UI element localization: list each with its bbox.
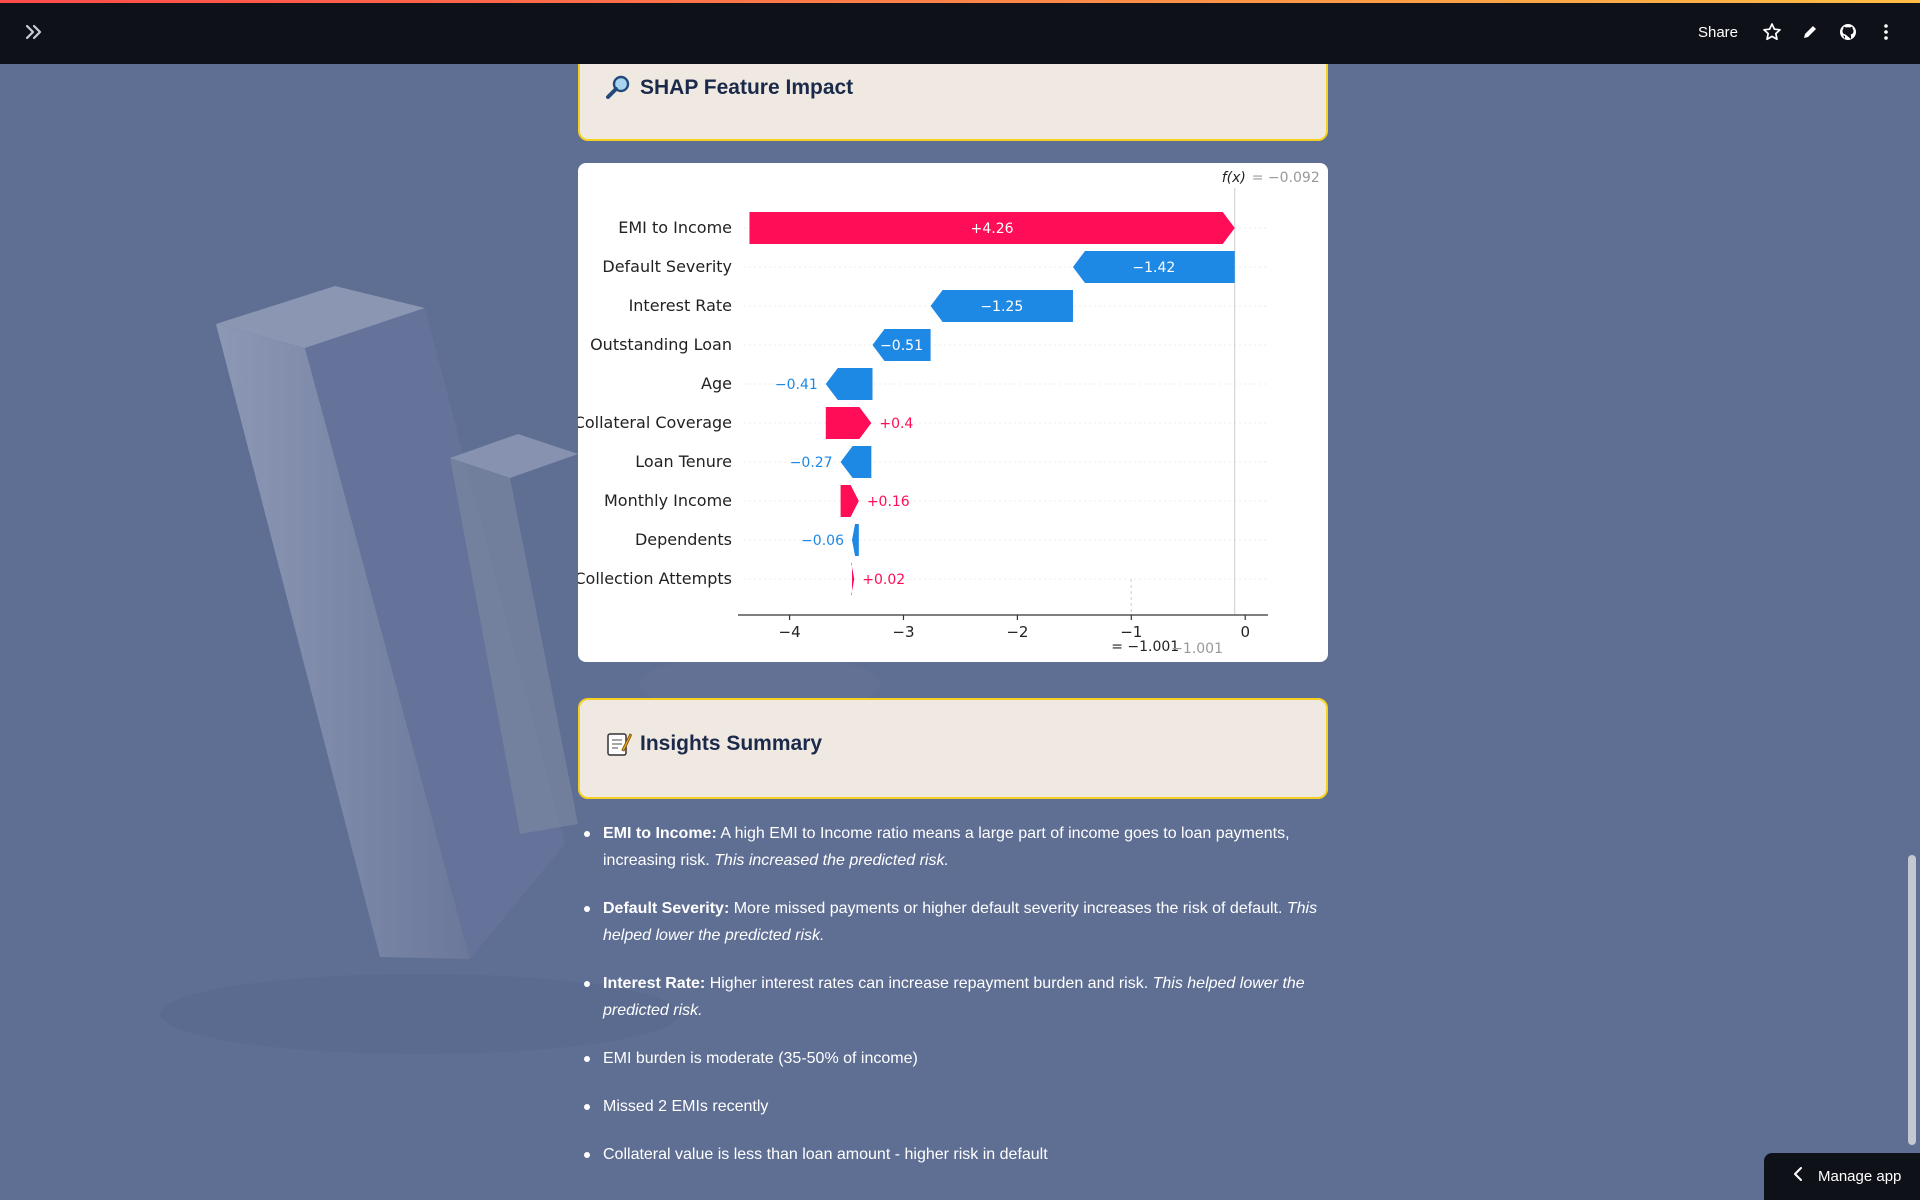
category-label: Loan Tenure <box>635 452 732 471</box>
insight-text: Higher interest rates can increase repay… <box>705 975 1153 992</box>
star-icon[interactable] <box>1762 22 1782 42</box>
category-label: Outstanding Loan <box>590 335 732 354</box>
insights-list: EMI to Income: A high EMI to Income rati… <box>578 820 1328 1189</box>
value-label: +0.4 <box>879 416 913 432</box>
category-label: Collection Attempts <box>578 569 732 588</box>
x-tick-label: −1 <box>1120 623 1142 641</box>
shap-waterfall-chart: EMI to Income +4.26 Default Severity −1.42 I… <box>578 163 1328 662</box>
value-label: −0.41 <box>775 377 818 393</box>
category-label: Dependents <box>635 530 732 549</box>
insight-title: EMI to Income: <box>603 825 717 842</box>
value-label: +0.02 <box>862 572 905 588</box>
top-accent-line <box>0 0 1920 3</box>
insight-effect: This helped lower the predicted risk. <box>603 900 1318 944</box>
insight-item: Collateral value is less than loan amoun… <box>578 1141 1328 1168</box>
manage-app-label: Manage app <box>1818 1168 1902 1185</box>
top-bar: Share <box>0 0 1920 64</box>
card-title: Insights Summary <box>640 732 823 755</box>
category-label: Age <box>701 374 732 393</box>
x-tick-label: −3 <box>892 623 914 641</box>
chart-svg: EMI to Income +4.26 Default Severity −1.42 I… <box>578 170 1320 657</box>
waterfall-bar <box>825 368 873 400</box>
waterfall-bar <box>851 524 859 556</box>
insight-item: EMI burden is moderate (35-50% of income… <box>578 1045 1328 1072</box>
magnifier-icon <box>604 74 632 102</box>
value-label: −0.51 <box>880 338 923 354</box>
waterfall-bar <box>851 563 855 595</box>
share-button[interactable]: Share <box>1697 23 1738 41</box>
insight-text: EMI burden is moderate (35-50% of income… <box>603 1050 918 1067</box>
insight-item: Missed 2 EMIs recently <box>578 1093 1328 1120</box>
insight-text: More missed payments or higher default s… <box>729 900 1287 917</box>
chevron-left-icon <box>1792 1167 1804 1186</box>
card-title: SHAP Feature Impact <box>640 76 854 99</box>
category-label: Collateral Coverage <box>578 413 732 432</box>
x-tick-label: −4 <box>779 623 801 641</box>
waterfall-bar <box>1072 251 1235 283</box>
base-value-label: = −1.001 <box>1111 639 1179 655</box>
waterfall-bar <box>840 446 872 478</box>
category-label: Interest Rate <box>629 296 732 315</box>
x-tick-label: 0 <box>1240 623 1250 641</box>
category-label: EMI to Income <box>618 218 732 237</box>
more-icon[interactable] <box>1876 22 1896 42</box>
value-label: −1.25 <box>980 299 1023 315</box>
memo-icon <box>604 730 633 758</box>
insight-effect: This increased the predicted risk. <box>714 852 949 869</box>
waterfall-bar <box>825 407 872 439</box>
insight-title: Default Severity: <box>603 900 730 917</box>
insight-text: Missed 2 EMIs recently <box>603 1098 769 1115</box>
value-label: −0.27 <box>790 455 833 471</box>
edit-icon[interactable] <box>1800 22 1820 42</box>
expand-sidebar-icon[interactable] <box>20 18 48 46</box>
insight-item: Default Severity: More missed payments o… <box>578 895 1328 949</box>
insight-item: Interest Rate: Higher interest rates can… <box>578 970 1328 1024</box>
background-image <box>0 64 1920 1200</box>
insights-summary-card: Insights Summary <box>578 698 1328 799</box>
value-label: +0.16 <box>867 494 910 510</box>
waterfall-bar <box>840 485 859 517</box>
waterfall-bar <box>930 290 1073 322</box>
value-label: +4.26 <box>971 221 1014 237</box>
scrollbar[interactable] <box>1908 855 1916 1145</box>
x-tick-label: −2 <box>1006 623 1028 641</box>
insight-effect: This helped lower the predicted risk. <box>603 975 1305 1019</box>
category-label: Monthly Income <box>604 491 732 510</box>
waterfall-bar <box>872 329 931 361</box>
category-label: Default Severity <box>602 257 732 276</box>
github-icon[interactable] <box>1838 22 1858 42</box>
fx-value: = −0.092 <box>1252 170 1320 186</box>
insight-title: Interest Rate: <box>603 975 706 992</box>
value-label: −0.06 <box>801 533 844 549</box>
base-value-text: −1.001 <box>1171 641 1223 657</box>
insight-text: A high EMI to Income ratio means a large… <box>603 825 1290 869</box>
fx-label: f(x) <box>1222 170 1246 186</box>
waterfall-bar <box>749 212 1235 244</box>
insight-item: EMI to Income: A high EMI to Income rati… <box>578 820 1328 874</box>
insight-text: Collateral value is less than loan amoun… <box>603 1146 1048 1163</box>
manage-app-button[interactable]: Manage app <box>1764 1153 1920 1200</box>
value-label: −1.42 <box>1132 260 1175 276</box>
